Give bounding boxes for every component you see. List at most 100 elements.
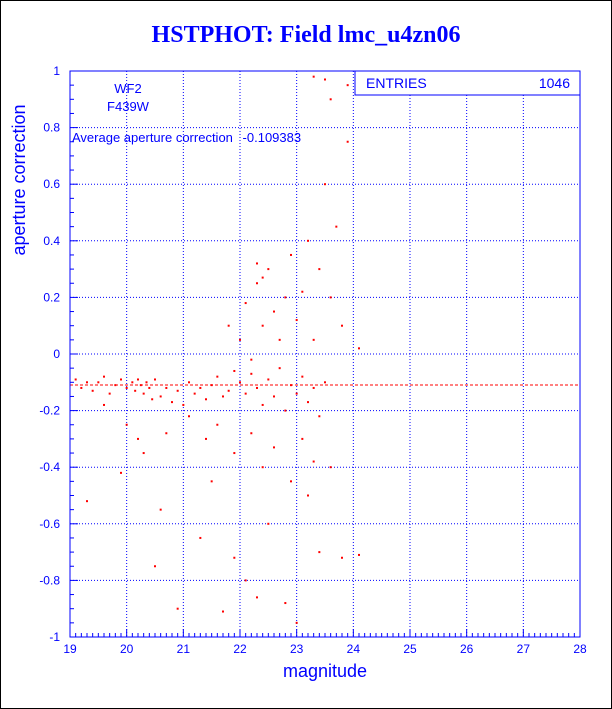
data-point <box>267 378 270 381</box>
data-point <box>284 602 287 605</box>
data-point <box>148 386 151 389</box>
data-point <box>267 268 270 271</box>
data-point <box>227 324 230 327</box>
data-point <box>284 409 287 412</box>
data-point <box>324 381 326 384</box>
data-point <box>318 415 321 418</box>
data-point <box>142 392 145 395</box>
data-point <box>290 480 292 483</box>
data-point <box>125 423 128 426</box>
data-point <box>341 324 343 327</box>
data-point <box>256 282 258 285</box>
data-point <box>159 395 162 398</box>
y-tick-label: 0.4 <box>43 234 60 248</box>
data-point <box>244 579 247 582</box>
x-tick-label: 19 <box>63 642 77 656</box>
stats-box: ENTRIES 1046 <box>354 70 581 96</box>
data-point <box>261 324 264 327</box>
data-point <box>205 398 207 401</box>
stats-entries-value: 1046 <box>539 75 570 91</box>
data-point <box>239 381 241 384</box>
data-point <box>171 401 173 404</box>
data-point <box>159 508 162 511</box>
y-tick-label: -0.6 <box>39 517 60 531</box>
data-point <box>86 500 88 503</box>
data-point <box>301 437 304 440</box>
data-point <box>120 471 122 474</box>
data-point <box>222 610 224 613</box>
data-point <box>318 268 321 271</box>
data-point <box>216 375 219 378</box>
x-tick-label: 25 <box>403 642 417 656</box>
data-point <box>273 395 275 398</box>
x-tick-label: 20 <box>120 642 134 656</box>
stats-box-border <box>354 70 581 96</box>
data-point <box>165 386 168 389</box>
points-layer <box>74 75 360 624</box>
x-tick-label: 23 <box>290 642 304 656</box>
data-point <box>151 398 154 401</box>
chip-label: WF2 <box>114 81 141 96</box>
data-point <box>312 75 315 78</box>
data-point <box>250 358 253 361</box>
data-point <box>329 296 332 299</box>
x-axis-label: magnitude <box>283 661 367 681</box>
y-axis-label: aperture correction <box>9 104 29 255</box>
y-tick-label: 0.2 <box>43 290 60 304</box>
data-point <box>312 460 315 463</box>
data-point <box>329 466 332 469</box>
chart-title: HSTPHOT: Field lmc_u4zn06 <box>151 22 461 48</box>
data-point <box>176 389 179 392</box>
x-tick-label: 21 <box>177 642 191 656</box>
data-point <box>273 310 275 313</box>
data-point <box>318 551 321 554</box>
data-point <box>346 84 349 87</box>
data-point <box>199 536 202 539</box>
y-tick-label: -0.2 <box>39 404 60 418</box>
data-point <box>335 225 338 228</box>
data-point <box>134 389 137 392</box>
x-tick-label: 28 <box>573 642 587 656</box>
x-tick-label: 22 <box>233 642 247 656</box>
data-point <box>256 386 258 389</box>
data-point <box>103 403 105 406</box>
data-point <box>295 621 298 624</box>
data-point <box>239 338 241 341</box>
data-point <box>131 381 134 384</box>
data-point <box>261 276 264 279</box>
data-point <box>227 389 230 392</box>
data-point <box>312 338 315 341</box>
data-point <box>250 432 253 435</box>
data-point <box>233 369 236 372</box>
data-point <box>188 381 190 384</box>
data-point <box>182 403 185 406</box>
data-point <box>154 378 156 381</box>
ticks-layer: 19 20 21 22 23 24 25 26 27 28 -1 -0.8 -0.6 -0.4 -0.2 0 0… <box>39 64 587 656</box>
data-point <box>86 381 88 384</box>
data-point <box>301 290 304 293</box>
data-point <box>324 183 326 186</box>
data-point <box>307 494 309 497</box>
average-annotation: Average aperture correction -0.109383 <box>72 130 301 145</box>
data-point <box>256 262 258 265</box>
data-point <box>244 392 247 395</box>
data-point <box>267 522 270 525</box>
average-annotation-label: Average aperture correction <box>72 130 233 145</box>
data-point <box>329 98 332 101</box>
data-point <box>324 78 326 81</box>
data-point <box>103 375 105 378</box>
data-point <box>307 239 309 242</box>
x-tick-label: 24 <box>347 642 361 656</box>
y-tick-label: 0.8 <box>43 121 60 135</box>
average-annotation-value: -0.109383 <box>243 130 302 145</box>
y-tick-label: 1 <box>53 64 60 78</box>
data-point <box>307 401 309 404</box>
data-point <box>346 140 349 143</box>
data-point <box>341 556 343 559</box>
data-point <box>74 378 77 381</box>
data-point <box>278 367 281 370</box>
data-point <box>137 437 139 440</box>
data-point <box>154 565 156 568</box>
y-tick-label: 0.6 <box>43 177 60 191</box>
data-point <box>233 556 236 559</box>
